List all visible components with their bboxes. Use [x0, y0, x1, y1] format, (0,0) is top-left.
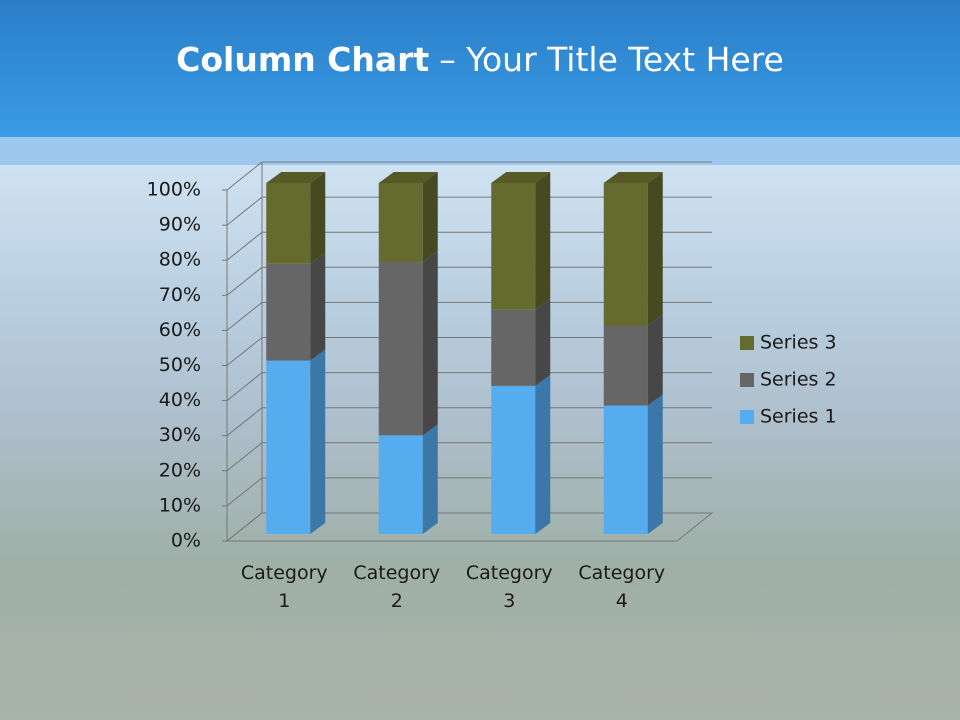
title-rest: – Your Title Text Here	[439, 40, 784, 79]
x-tick-label: Category 2	[353, 562, 441, 612]
grid-line	[226, 512, 263, 542]
legend-swatch	[740, 410, 754, 424]
y-tick-label: 70%	[159, 284, 201, 306]
bar-side	[310, 172, 326, 264]
bar	[603, 183, 648, 326]
title-bold: Column Chart	[176, 40, 430, 79]
slide-title: Column Chart – Your Title Text Here	[0, 40, 960, 79]
bar-top	[378, 172, 438, 183]
y-tick-label: 20%	[159, 459, 201, 481]
grid-line	[226, 302, 263, 331]
y-tick-label: 10%	[159, 494, 201, 516]
header	[0, 0, 960, 137]
bar	[378, 183, 423, 262]
bar	[266, 263, 311, 361]
band	[0, 137, 960, 165]
legend-label: Series 2	[760, 369, 837, 391]
bar	[603, 325, 648, 406]
grid-line	[226, 161, 263, 191]
bar	[378, 261, 423, 436]
y-tick-label: 90%	[159, 214, 201, 236]
bar-side	[535, 298, 551, 386]
grid-line	[226, 442, 263, 472]
bar-top	[491, 172, 551, 183]
grid-line	[226, 231, 263, 261]
bar	[491, 183, 536, 310]
bar-side	[422, 172, 438, 262]
bar-side	[422, 250, 438, 436]
bar	[266, 183, 311, 264]
legend-swatch	[740, 373, 754, 387]
bar-side	[310, 349, 326, 534]
x-tick-label: Category 1	[240, 562, 328, 612]
bar-top	[266, 172, 326, 183]
bar-top	[603, 172, 663, 183]
bar-side	[310, 252, 326, 361]
bar-side	[535, 172, 551, 310]
bar	[491, 309, 536, 386]
legend-swatch	[740, 336, 754, 350]
x-tick-label: Category 4	[578, 562, 666, 612]
y-tick-label: 40%	[159, 389, 201, 411]
y-tick-label: 0%	[171, 530, 201, 552]
grid-line	[226, 337, 263, 366]
bar	[378, 435, 423, 534]
bar-side	[535, 374, 551, 534]
y-tick-label: 30%	[159, 424, 201, 446]
x-tick-label: Category 3	[465, 562, 553, 612]
legend-label: Series 3	[760, 332, 837, 354]
bar	[491, 385, 536, 534]
bar	[603, 405, 648, 534]
grid-line	[226, 477, 263, 507]
bar-side	[647, 394, 663, 534]
bar-side	[647, 314, 663, 406]
y-tick-label: 50%	[159, 354, 201, 376]
grid-line	[226, 266, 263, 296]
y-tick-label: 80%	[159, 249, 201, 271]
y-tick-label: 100%	[147, 179, 201, 201]
bar-side	[422, 424, 438, 534]
legend-label: Series 1	[760, 406, 837, 428]
grid-line	[226, 407, 263, 437]
bar	[266, 360, 311, 534]
y-tick-label: 60%	[159, 319, 201, 341]
grid-line	[226, 196, 263, 226]
grid-line	[226, 372, 263, 401]
bar-side	[647, 172, 663, 326]
